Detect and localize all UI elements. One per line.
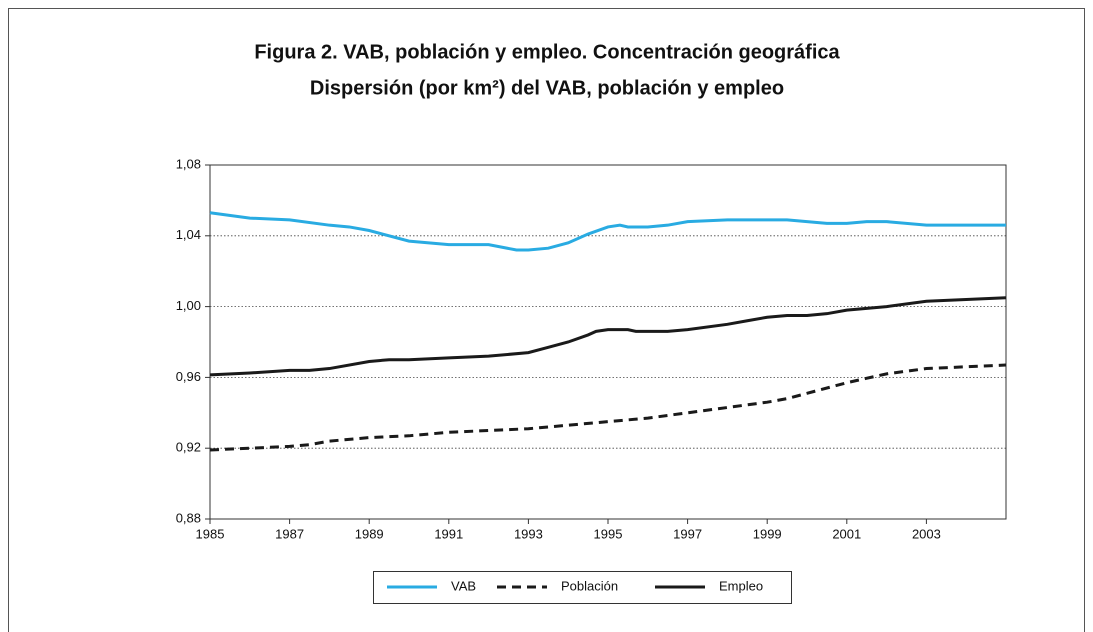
legend-label: Población	[561, 578, 618, 593]
series-line	[209, 211, 1006, 252]
x-tick-label: 1993	[514, 526, 543, 541]
y-tick-label: 1,08	[176, 156, 201, 171]
legend	[373, 571, 792, 604]
frame	[8, 8, 1085, 632]
x-tick-label: 1991	[434, 526, 463, 541]
x-tick-label: 2003	[912, 526, 941, 541]
series-line	[209, 296, 1007, 377]
y-tick-label: 0,92	[176, 440, 201, 455]
y-tick-label: 0,96	[176, 369, 201, 384]
x-tick-label: 1987	[275, 526, 304, 541]
x-tick-label: 1985	[196, 526, 225, 541]
x-tick-label: 1997	[673, 526, 702, 541]
plot-area	[209, 164, 1007, 520]
y-tick-label: 1,04	[176, 227, 201, 242]
chart-title: Figura 2. VAB, población y empleo. Conce…	[254, 41, 840, 63]
chart-subtitle: Dispersión (por km²) del VAB, población …	[310, 77, 784, 99]
y-tick-label: 1,00	[176, 298, 201, 313]
series-line	[209, 363, 1007, 452]
legend-label: VAB	[451, 578, 476, 593]
x-tick-label: 1989	[355, 526, 384, 541]
legend-label: Empleo	[719, 578, 763, 593]
x-tick-label: 2001	[832, 526, 861, 541]
y-tick-label: 0,88	[176, 510, 201, 525]
x-tick-label: 1999	[753, 526, 782, 541]
x-tick-label: 1995	[594, 526, 623, 541]
